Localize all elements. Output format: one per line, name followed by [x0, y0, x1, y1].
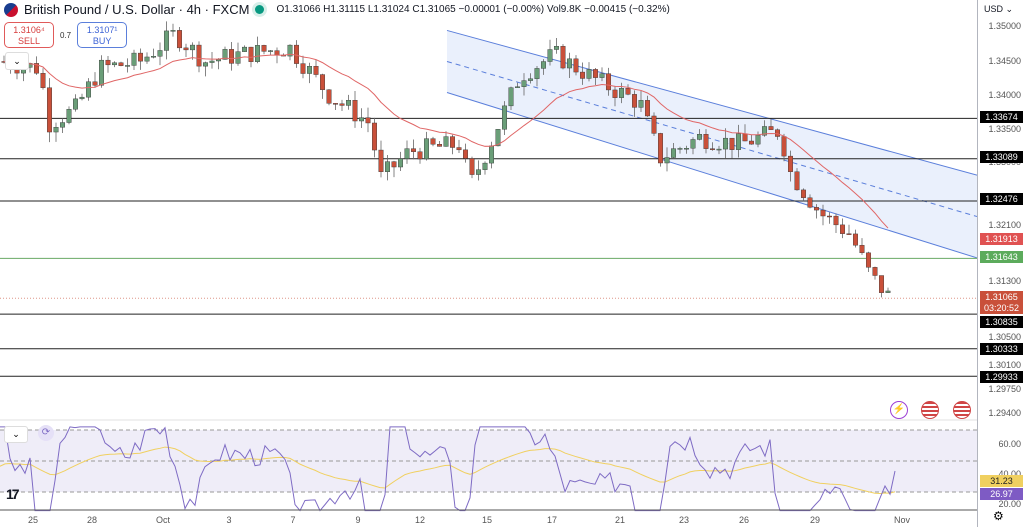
- price-axis[interactable]: USD ⌄ 1.350001.345001.340001.335001.3300…: [977, 0, 1024, 527]
- price-tick: 1.34500: [988, 56, 1021, 66]
- price-tick: 1.30500: [988, 332, 1021, 342]
- level-badge: 1.32476: [980, 193, 1023, 205]
- collapse-rsi-button[interactable]: ⌄: [4, 426, 28, 443]
- time-tick: 25: [27, 515, 39, 525]
- rsi-tick: 20.00: [998, 499, 1021, 509]
- price-chart[interactable]: [0, 0, 977, 527]
- price-tick: 1.35000: [988, 21, 1021, 31]
- rsi-tick: 60.00: [998, 439, 1021, 449]
- time-tick: 12: [414, 515, 426, 525]
- time-tick: 17: [546, 515, 558, 525]
- time-tick: 3: [226, 515, 232, 525]
- symbol-title[interactable]: British Pound / U.S. Dollar · 4h · FXCM: [24, 2, 250, 17]
- time-tick: 21: [614, 515, 626, 525]
- time-tick: Nov: [893, 515, 911, 525]
- chevron-down-icon: ⌄: [12, 429, 20, 439]
- gbp-usd-flag-icon: [4, 2, 18, 17]
- collapse-legend-button[interactable]: ⌄: [5, 52, 29, 70]
- rsi-badge: 26.97: [980, 488, 1023, 500]
- trade-panel: 1.3106⁴ SELL 0.7 1.3107¹ BUY: [4, 22, 128, 48]
- price-tick: 1.30100: [988, 360, 1021, 370]
- ohlc-values: O1.31066 H1.31115 L1.31024 C1.31065 −0.0…: [276, 4, 670, 15]
- countdown-badge: 03:20:52: [980, 302, 1023, 314]
- price-tick: 1.33500: [988, 124, 1021, 134]
- level-badge: 1.30333: [980, 343, 1023, 355]
- time-tick: 28: [86, 515, 98, 525]
- us-event-flag-icon[interactable]: [921, 401, 939, 419]
- time-tick: 26: [738, 515, 750, 525]
- settings-icon[interactable]: ⚙: [993, 509, 1004, 523]
- time-tick: 23: [678, 515, 690, 525]
- price-tick: 1.29750: [988, 384, 1021, 394]
- green-level-badge: 1.31643: [980, 251, 1023, 263]
- level-badge: 1.33674: [980, 111, 1023, 123]
- price-tick: 1.34000: [988, 90, 1021, 100]
- level-badge: 1.29933: [980, 371, 1023, 383]
- time-tick: 29: [809, 515, 821, 525]
- time-tick: 9: [355, 515, 361, 525]
- lightning-icon[interactable]: ⚡: [890, 401, 908, 419]
- last-price-badge: 1.31065: [980, 291, 1023, 303]
- spread-value: 0.7: [60, 30, 72, 40]
- tradingview-logo: 17: [6, 486, 20, 502]
- refresh-icon[interactable]: ⟳: [38, 425, 54, 441]
- chevron-down-icon: ⌄: [13, 56, 21, 66]
- level-badge: 1.30835: [980, 316, 1023, 328]
- price-tick: 1.32100: [988, 220, 1021, 230]
- us-event-flag-icon[interactable]: [953, 401, 971, 419]
- time-tick: 15: [481, 515, 493, 525]
- level-badge: 1.33089: [980, 151, 1023, 163]
- time-tick: 7: [290, 515, 296, 525]
- ema-badge: 1.31913: [980, 233, 1023, 245]
- market-open-icon: [255, 5, 265, 14]
- sell-button[interactable]: 1.3106⁴ SELL: [4, 22, 54, 48]
- currency-selector[interactable]: USD ⌄: [984, 4, 1014, 14]
- rsi-ma-badge: 31.23: [980, 475, 1023, 487]
- buy-button[interactable]: 1.3107¹ BUY: [77, 22, 128, 48]
- price-tick: 1.31300: [988, 276, 1021, 286]
- price-tick: 1.29400: [988, 408, 1021, 418]
- chart-legend: British Pound / U.S. Dollar · 4h · FXCM …: [4, 2, 670, 17]
- rsi-tick: 40.00: [998, 469, 1021, 479]
- time-tick: Oct: [155, 515, 171, 525]
